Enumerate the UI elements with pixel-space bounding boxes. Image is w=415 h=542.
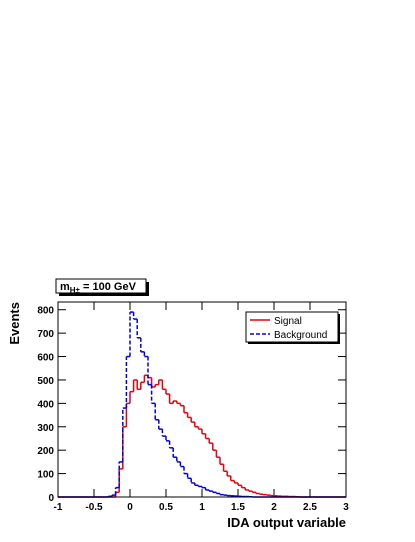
- x-tick-label: 1: [199, 502, 205, 513]
- x-axis-title: IDA output variable: [227, 515, 346, 530]
- annotation-box: [55, 278, 147, 294]
- y-tick-label: 800: [37, 306, 54, 317]
- legend-label: Background: [274, 330, 327, 341]
- y-tick-label: 0: [48, 493, 54, 504]
- y-tick-label: 200: [37, 446, 54, 457]
- annotation-rest: = 100 GeV: [80, 281, 137, 293]
- y-axis-title: Events: [7, 302, 22, 345]
- x-tick-label: 0: [127, 502, 133, 513]
- y-tick-label: 400: [37, 399, 54, 410]
- x-tick-label: 0.5: [159, 502, 173, 513]
- x-tick-label: 2.5: [303, 502, 317, 513]
- legend-label: Signal: [274, 316, 302, 327]
- annotation-sub: H±: [70, 286, 81, 295]
- x-tick-label: -0.5: [85, 502, 103, 513]
- legend-box: [245, 311, 339, 343]
- y-tick-label: 600: [37, 353, 54, 364]
- y-tick-label: 700: [37, 329, 54, 340]
- y-tick-label: 500: [37, 376, 54, 387]
- annotation: mH± = 100 GeV: [60, 281, 137, 295]
- x-tick-label: 2: [271, 502, 277, 513]
- x-tick-label: 3: [343, 502, 349, 513]
- x-tick-label: -1: [54, 502, 63, 513]
- y-tick-label: 100: [37, 470, 54, 481]
- x-tick-label: 1.5: [231, 502, 245, 513]
- plot-frame: [57, 301, 347, 498]
- y-tick-label: 300: [37, 423, 54, 434]
- series-0: [58, 374, 346, 498]
- annotation-main: m: [60, 281, 70, 293]
